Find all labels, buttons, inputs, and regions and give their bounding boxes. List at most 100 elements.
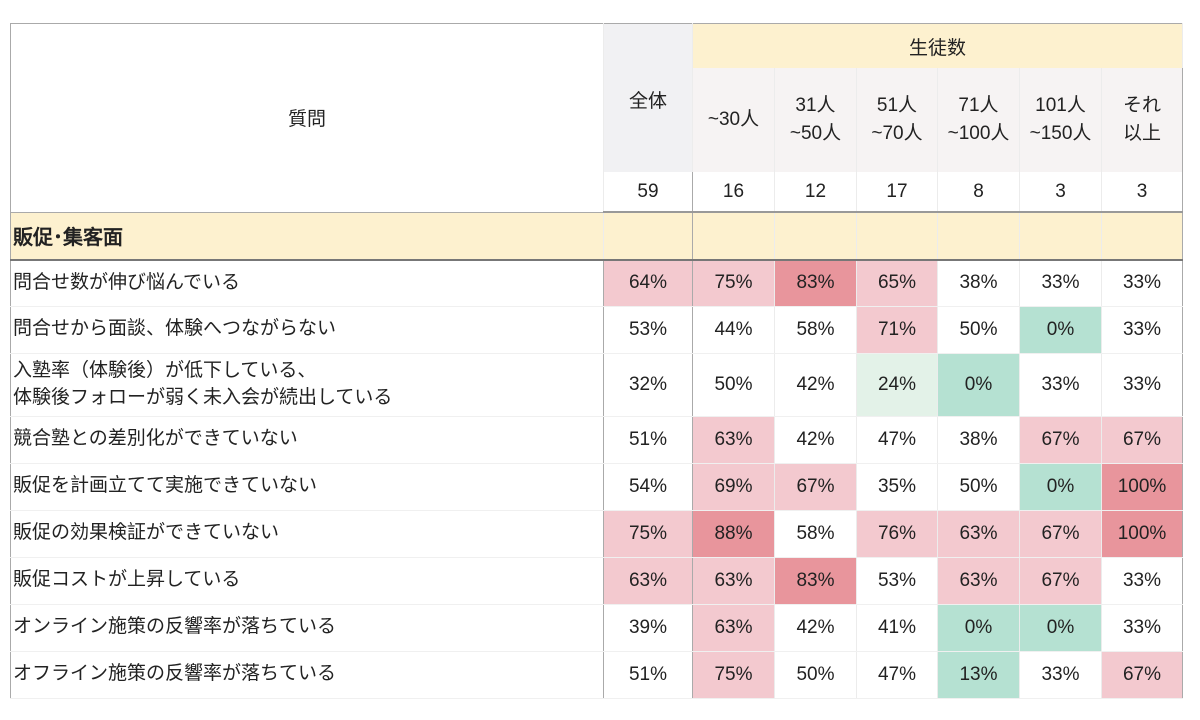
group-value: 58% [774,306,857,354]
group-value: 0% [937,353,1020,417]
group-header-line2: 以上 [1122,123,1161,144]
table-row: オンライン施策の反響率が落ちている 39% 63% 42% 41% 0% 0% 33% [10,604,1183,652]
section-fill-cell [856,212,938,261]
group-header-0: ~30人 [692,68,775,172]
table-row: 入塾率（体験後）が低下している、 体験後フォローが弱く未入会が続出している 32% 5… [10,353,1183,417]
group-value: 13% [937,651,1020,699]
respondent-count: 12 [774,172,857,213]
question-text: 問合せ数が伸び悩んでいる [10,260,604,307]
group-value: 0% [937,604,1020,652]
question-line1: オンライン施策の反響率が落ちている [13,616,337,638]
student-count-group-header: 生徒数 [692,23,1183,68]
group-value: 33% [1101,353,1183,417]
group-header-4: 101人 ~150人 [1019,68,1102,172]
group-header-line1: 51人 [876,94,918,116]
question-text: 問合せから面談、体験へつながらない [10,306,604,354]
overall-value: 63% [603,557,693,605]
group-value: 41% [856,604,938,652]
group-value: 75% [692,260,775,307]
group-value: 53% [856,557,938,605]
group-value: 50% [937,463,1020,511]
group-header-line1: 31人 [795,94,836,116]
group-value: 63% [692,557,775,605]
table-row: 販促コストが上昇している 63% 63% 83% 53% 63% 67% 33% [10,557,1183,605]
group-header-line1: ~30人 [707,108,760,130]
group-value: 76% [856,510,938,558]
section-fill-cell [692,212,775,261]
question-line1: 競合塾との差別化ができていない [13,428,298,450]
group-header-line2: ~50人 [789,123,842,144]
group-value: 67% [1019,557,1102,605]
question-line1: 問合せ数が伸び悩んでいる [13,271,241,293]
group-header-line1: 101人 [1035,94,1086,116]
group-value: 71% [856,306,938,354]
group-header-line1: それ [1122,94,1161,116]
group-value: 35% [856,463,938,511]
group-header-2: 51人 ~70人 [856,68,938,172]
overall-value: 51% [603,651,693,699]
group-value: 50% [937,306,1020,354]
group-value: 58% [774,510,857,558]
group-value: 67% [774,463,857,511]
group-value: 69% [692,463,775,511]
question-line1: オフライン施策の反響率が落ちている [13,663,337,685]
group-value: 100% [1101,510,1183,558]
group-value: 100% [1101,463,1183,511]
table-row: 問合せから面談、体験へつながらない 53% 44% 58% 71% 50% 0% 33% [10,306,1183,354]
question-line1: 販促を計画立てて実施できていない [13,475,318,497]
group-value: 33% [1019,651,1102,699]
group-value: 0% [1019,604,1102,652]
group-value: 65% [856,260,938,307]
question-header: 質問 [10,23,604,213]
question-line1: 入塾率（体験後）が低下している、 [13,359,317,381]
overall-value: 32% [603,353,693,417]
overall-value: 75% [603,510,693,558]
section-fill-cell [774,212,857,261]
section-fill-cell [1101,212,1183,261]
overall-value: 51% [603,416,693,464]
group-value: 42% [774,604,857,652]
table-row: 問合せ数が伸び悩んでいる 64% 75% 83% 65% 38% 33% 33% [10,260,1183,307]
group-value: 33% [1101,260,1183,307]
group-header-5: それ 以上 [1101,68,1183,172]
respondent-count: 17 [856,172,938,213]
table-row: オフライン施策の反響率が落ちている 51% 75% 50% 47% 13% 33% 67% [10,651,1183,699]
group-value: 33% [1101,604,1183,652]
group-value: 44% [692,306,775,354]
survey-table: 質問 全体 生徒数 ~30人 31人 ~50人 51人 ~70人 71人 ~100人 101人… [10,23,1183,699]
question-line1: 販促の効果検証ができていない [13,522,280,544]
group-header-line1: 71人 [958,94,999,116]
question-text: 入塾率（体験後）が低下している、体験後フォローが弱く未入会が続出している [10,353,604,417]
group-value: 24% [856,353,938,417]
group-header-3: 71人 ~100人 [937,68,1020,172]
overall-value: 53% [603,306,693,354]
question-line1: 問合せから面談、体験へつながらない [13,318,337,340]
group-value: 83% [774,260,857,307]
group-value: 67% [1101,651,1183,699]
question-line2: 体験後フォローが弱く未入会が続出している [13,386,393,408]
group-value: 38% [937,260,1020,307]
question-text: 販促コストが上昇している [10,557,604,605]
group-value: 33% [1019,260,1102,307]
overall-value: 39% [603,604,693,652]
group-value: 63% [692,416,775,464]
question-text: オンライン施策の反響率が落ちている [10,604,604,652]
group-value: 67% [1019,416,1102,464]
question-text: オフライン施策の反響率が落ちている [10,651,604,699]
group-value: 0% [1019,463,1102,511]
section-fill-cell [1019,212,1102,261]
table-row: 競合塾との差別化ができていない 51% 63% 42% 47% 38% 67% 67% [10,416,1183,464]
respondent-count: 3 [1101,172,1183,213]
respondent-count: 59 [603,172,693,213]
group-value: 63% [937,510,1020,558]
group-value: 47% [856,651,938,699]
respondent-count: 3 [1019,172,1102,213]
group-value: 33% [1101,306,1183,354]
group-value: 88% [692,510,775,558]
group-value: 67% [1101,416,1183,464]
group-value: 50% [774,651,857,699]
table-row: 販促を計画立てて実施できていない 54% 69% 67% 35% 50% 0% 100% [10,463,1183,511]
question-text: 販促の効果検証ができていない [10,510,604,558]
respondent-count: 8 [937,172,1020,213]
section-fill-cell [603,212,693,261]
